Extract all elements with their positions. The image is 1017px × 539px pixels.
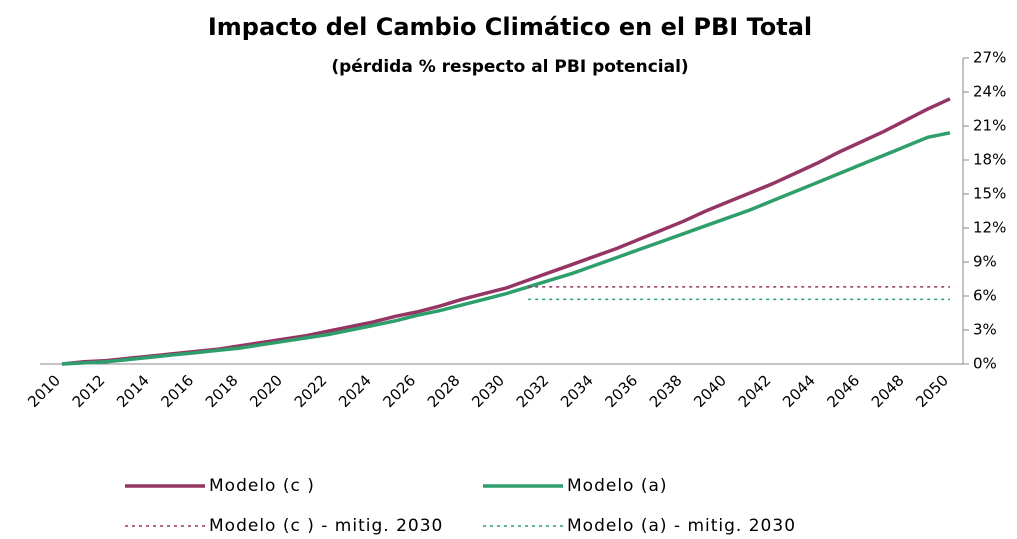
- x-tick-label: 2010: [24, 371, 64, 411]
- series-line: [61, 97, 951, 366]
- x-tick-label: 2032: [513, 371, 553, 411]
- legend-label: Modelo (c ): [209, 476, 315, 496]
- x-tick-label: 2034: [557, 371, 597, 411]
- y-tick-label: 6%: [973, 287, 997, 305]
- x-tick-label: 2048: [868, 371, 908, 411]
- x-tick-label: 2012: [69, 371, 109, 411]
- y-tick-label: 3%: [973, 321, 997, 339]
- x-tick-label: 2016: [157, 371, 197, 411]
- legend-label: Modelo (a) - mitig. 2030: [567, 516, 796, 536]
- x-tick-label: 2050: [912, 371, 952, 411]
- y-tick-label: 24%: [973, 83, 1006, 101]
- chart-subtitle: (pérdida % respecto al PBI potencial): [331, 57, 688, 77]
- x-tick-label: 2036: [601, 371, 641, 411]
- x-tick-label: 2040: [690, 371, 730, 411]
- x-tick-label: 2022: [291, 371, 331, 411]
- y-tick-label: 0%: [973, 355, 997, 373]
- x-tick-label: 2020: [246, 371, 286, 411]
- y-tick-label: 27%: [973, 49, 1006, 67]
- y-tick-label: 9%: [973, 253, 997, 271]
- series-line: [61, 131, 951, 366]
- x-tick-label: 2014: [113, 371, 153, 411]
- x-tick-label: 2024: [335, 371, 375, 411]
- legend-label: Modelo (a): [567, 476, 668, 496]
- legend-label: Modelo (c ) - mitig. 2030: [209, 516, 443, 536]
- y-tick-label: 12%: [973, 219, 1006, 237]
- x-tick-label: 2026: [379, 371, 419, 411]
- y-tick-label: 18%: [973, 151, 1006, 169]
- x-tick-label: 2030: [468, 371, 508, 411]
- x-tick-label: 2028: [424, 371, 464, 411]
- y-tick-label: 15%: [973, 185, 1006, 203]
- y-tick-label: 21%: [973, 117, 1006, 135]
- x-tick-label: 2042: [735, 371, 775, 411]
- x-tick-label: 2044: [779, 371, 819, 411]
- x-tick-label: 2046: [823, 371, 863, 411]
- chart-title: Impacto del Cambio Climático en el PBI T…: [208, 13, 812, 41]
- x-tick-label: 2038: [646, 371, 686, 411]
- x-tick-label: 2018: [202, 371, 242, 411]
